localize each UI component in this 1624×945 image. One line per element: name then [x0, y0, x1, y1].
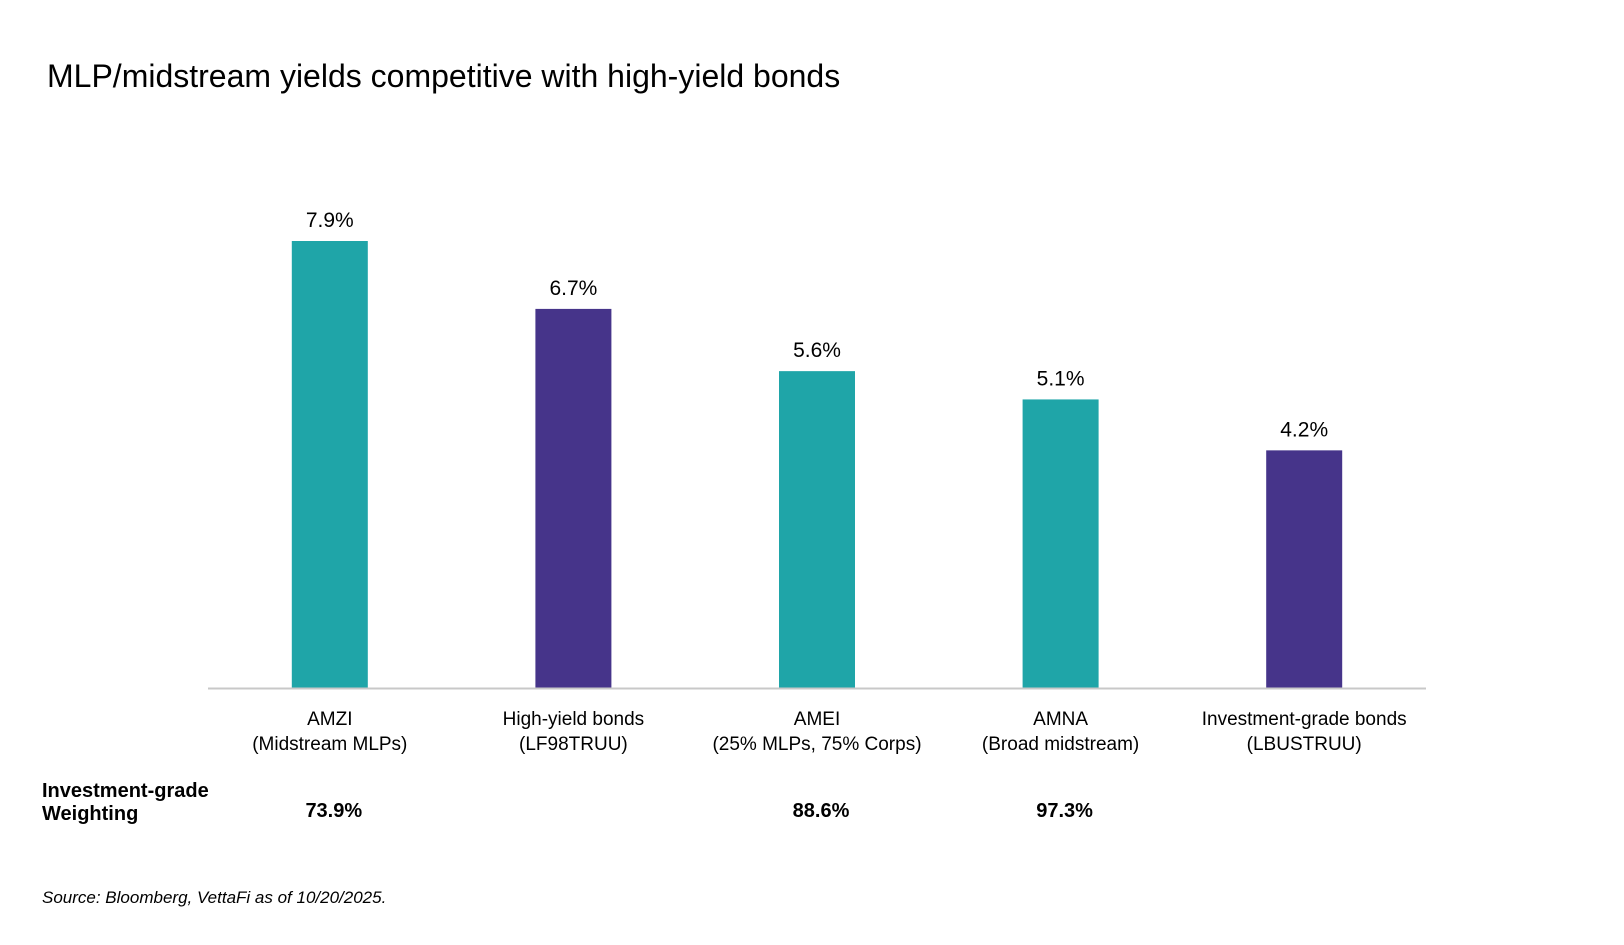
category-label: Investment-grade bonds [1202, 709, 1407, 730]
data-label: 6.7% [549, 277, 597, 300]
category-label: (25% MLPs, 75% Corps) [712, 734, 921, 755]
bar [291, 241, 368, 688]
source-note: Source: Bloomberg, VettaFi as of 10/20/2… [42, 888, 387, 907]
category-label: High-yield bonds [503, 709, 645, 730]
category-label: AMZI [307, 709, 352, 730]
category-label: (LF98TRUU) [519, 734, 628, 755]
category-label: (Midstream MLPs) [252, 734, 407, 755]
weighting-value: 73.9% [305, 800, 362, 822]
weighting-value: 88.6% [793, 800, 850, 822]
bars-layer [291, 241, 1343, 688]
bar [779, 371, 855, 688]
bar [1266, 450, 1343, 688]
weighting-row-label: Investment-grade Weighting [42, 780, 209, 825]
weighting-value: 97.3% [1036, 800, 1093, 822]
data-label: 4.2% [1280, 418, 1328, 441]
data-label: 7.9% [306, 209, 354, 232]
category-labels-layer: AMZI (Midstream MLPs) High-yield bonds (LF9… [252, 709, 1406, 755]
category-label: AMNA [1033, 709, 1088, 730]
bar [1022, 399, 1099, 688]
weighting-values-layer: 73.9% 88.6% 97.3% [305, 800, 1093, 822]
data-labels-layer: 7.9% 6.7% 5.6% 5.1% 4.2% [306, 209, 1328, 441]
data-label: 5.1% [1037, 367, 1085, 390]
chart-title: MLP/midstream yields competitive with hi… [47, 58, 841, 94]
data-label: 5.6% [793, 339, 841, 362]
category-label: (LBUSTRUU) [1247, 734, 1362, 755]
category-label: AMEI [794, 709, 840, 730]
bar [535, 308, 612, 688]
category-label: (Broad midstream) [982, 734, 1139, 755]
